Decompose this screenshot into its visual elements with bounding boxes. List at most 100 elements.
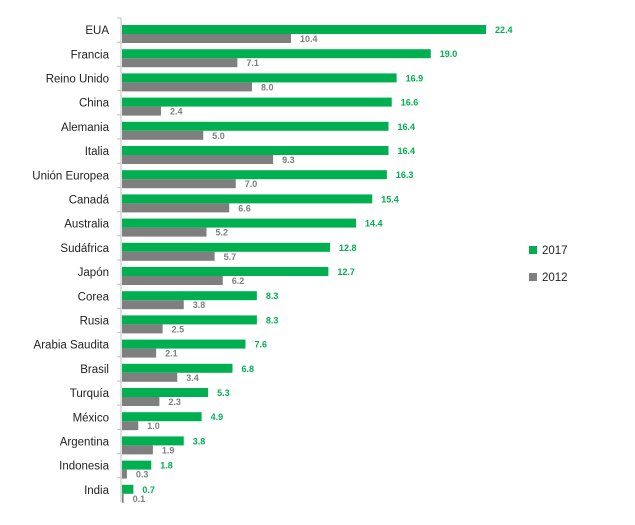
category-label-union-europea: Unión Europea bbox=[32, 170, 109, 182]
value-label-2012-corea: 3.8 bbox=[193, 300, 206, 310]
bar-2017-sudafrica bbox=[122, 242, 330, 252]
bar-2017-china bbox=[122, 97, 392, 107]
bar-2012-indonesia bbox=[122, 469, 127, 479]
value-label-2017-arabia-saudita: 7.6 bbox=[255, 340, 268, 350]
bar-2012-argentina bbox=[122, 445, 153, 455]
bar-2017-eua bbox=[122, 25, 486, 34]
bar-2017-canada bbox=[122, 194, 373, 204]
bar-2012-sudafrica bbox=[122, 251, 215, 261]
value-label-2012-indonesia: 0.3 bbox=[136, 470, 149, 480]
bar-2012-australia bbox=[122, 227, 207, 237]
category-label-arabia-saudita: Arabia Saudita bbox=[34, 340, 110, 352]
bar-2017-brasil bbox=[122, 363, 233, 373]
value-label-2017-brasil: 6.8 bbox=[242, 364, 255, 374]
value-label-2012-sudafrica: 5.7 bbox=[224, 252, 237, 262]
value-label-2017-alemania: 16.4 bbox=[398, 122, 416, 132]
category-label-rusia: Rusia bbox=[80, 316, 110, 328]
bar-2012-arabia-saudita bbox=[122, 348, 157, 358]
bar-2017-corea bbox=[122, 291, 257, 301]
category-label-corea: Corea bbox=[78, 291, 110, 303]
value-label-2017-sudafrica: 12.8 bbox=[339, 243, 357, 253]
bar-2012-brasil bbox=[122, 372, 178, 382]
bar-2017-turquia bbox=[122, 388, 209, 397]
bar-2012-rusia bbox=[122, 324, 163, 334]
value-label-2017-eua: 22.4 bbox=[495, 25, 513, 35]
bar-2012-reino-unido bbox=[122, 82, 252, 92]
category-label-mexico: México bbox=[73, 412, 109, 424]
bars-layer bbox=[122, 25, 486, 503]
bar-2017-argentina bbox=[122, 436, 184, 446]
value-label-2012-mexico: 1.0 bbox=[147, 421, 160, 431]
category-label-argentina: Argentina bbox=[60, 437, 110, 449]
value-label-2012-argentina: 1.9 bbox=[162, 445, 175, 455]
bar-2012-turquia bbox=[122, 397, 160, 406]
bar-2012-india bbox=[122, 493, 124, 503]
value-label-2017-italia: 16.4 bbox=[398, 146, 416, 156]
legend-label-2012: 2012 bbox=[542, 272, 568, 284]
bar-2017-australia bbox=[122, 218, 356, 228]
value-label-2017-rusia: 8.3 bbox=[266, 315, 279, 325]
value-label-2017-australia: 14.4 bbox=[365, 219, 383, 229]
value-label-2012-australia: 5.2 bbox=[216, 228, 229, 238]
bar-2017-alemania bbox=[122, 121, 389, 131]
bar-2012-china bbox=[122, 106, 161, 116]
category-label-italia: Italia bbox=[85, 146, 110, 158]
value-label-2017-indonesia: 1.8 bbox=[160, 461, 173, 471]
value-label-2017-corea: 8.3 bbox=[266, 291, 279, 301]
value-label-2012-reino-unido: 8.0 bbox=[261, 82, 274, 92]
value-label-2017-francia: 19.0 bbox=[440, 49, 458, 59]
legend-swatch-2017 bbox=[529, 246, 537, 254]
bar-2017-japon bbox=[122, 267, 329, 276]
value-label-2012-japon: 6.2 bbox=[232, 276, 245, 286]
category-label-sudafrica: Sudáfrica bbox=[60, 243, 109, 255]
value-label-2017-union-europea: 16.3 bbox=[396, 170, 414, 180]
value-label-2012-turquia: 2.3 bbox=[168, 397, 181, 407]
category-label-canada: Canadá bbox=[69, 195, 110, 207]
value-label-2012-rusia: 2.5 bbox=[172, 324, 185, 334]
bar-2012-mexico bbox=[122, 421, 139, 431]
bar-2017-arabia-saudita bbox=[122, 339, 246, 349]
category-label-turquia: Turquía bbox=[70, 388, 110, 400]
legend: 2017 2012 bbox=[529, 245, 568, 284]
value-label-2012-china: 2.4 bbox=[170, 107, 183, 117]
bar-2017-indonesia bbox=[122, 460, 152, 470]
bar-2017-reino-unido bbox=[122, 73, 397, 83]
value-label-2017-india: 0.7 bbox=[142, 485, 155, 495]
bar-2012-japon bbox=[122, 276, 223, 285]
category-label-reino-unido: Reino Unido bbox=[46, 74, 109, 86]
value-label-2017-china: 16.6 bbox=[401, 98, 419, 108]
legend-label-2017: 2017 bbox=[542, 245, 568, 257]
value-label-2017-canada: 15.4 bbox=[381, 194, 399, 204]
bar-2017-italia bbox=[122, 146, 389, 155]
value-label-2012-francia: 7.1 bbox=[246, 58, 259, 68]
category-label-china: China bbox=[79, 98, 110, 110]
category-label-india: India bbox=[84, 485, 110, 497]
bar-2012-italia bbox=[122, 155, 274, 164]
value-label-2012-canada: 6.6 bbox=[238, 203, 251, 213]
value-label-2017-turquia: 5.3 bbox=[217, 388, 230, 398]
value-label-2017-mexico: 4.9 bbox=[211, 412, 224, 422]
value-label-2017-reino-unido: 16.9 bbox=[406, 73, 424, 83]
value-label-2017-argentina: 3.8 bbox=[193, 436, 206, 446]
category-label-indonesia: Indonesia bbox=[59, 461, 109, 473]
bar-2017-mexico bbox=[122, 412, 202, 422]
bar-2017-india bbox=[122, 484, 134, 494]
bar-2012-union-europea bbox=[122, 179, 236, 189]
bar-2017-rusia bbox=[122, 315, 257, 325]
bar-2012-francia bbox=[122, 58, 238, 68]
category-label-alemania: Alemania bbox=[61, 122, 110, 134]
bar-2012-eua bbox=[122, 34, 291, 43]
value-label-2012-brasil: 3.4 bbox=[186, 373, 199, 383]
legend-swatch-2012 bbox=[529, 273, 537, 281]
value-label-2017-japon: 12.7 bbox=[337, 267, 355, 277]
value-label-2012-india: 0.1 bbox=[133, 494, 146, 504]
value-label-2012-eua: 10.4 bbox=[300, 34, 318, 44]
category-label-eua: EUA bbox=[85, 25, 109, 37]
category-label-japon: Japón bbox=[78, 267, 109, 279]
bar-2012-canada bbox=[122, 203, 230, 213]
category-label-francia: Francia bbox=[71, 49, 110, 61]
labels-layer: EUA 22.4 10.4 Francia 19.0 7.1 Reino Unido 16.9… bbox=[32, 17, 513, 504]
value-label-2012-union-europea: 7.0 bbox=[245, 179, 258, 189]
bar-2012-corea bbox=[122, 300, 184, 310]
